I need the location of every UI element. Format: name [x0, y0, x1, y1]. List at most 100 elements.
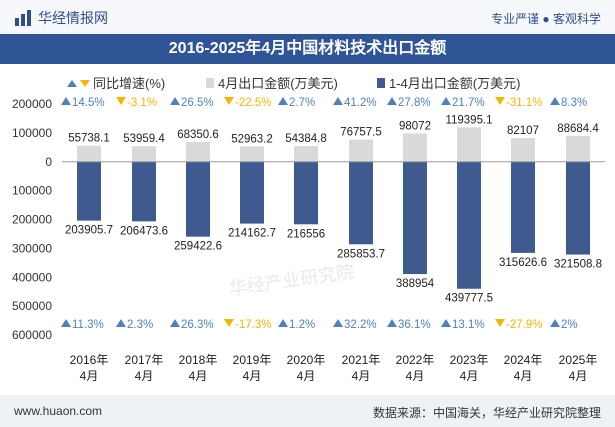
x-tick-label-month: 4月 — [135, 369, 154, 383]
x-tick-label-month: 4月 — [406, 369, 425, 383]
y-tick-label: 0 — [45, 155, 52, 169]
legend-april-swatch — [206, 78, 214, 88]
x-tick-label-year: 2019年 — [233, 353, 272, 367]
x-tick-label-month: 4月 — [297, 369, 316, 383]
growth-jan-apr: 32.2% — [344, 319, 377, 331]
x-tick-label-year: 2025年 — [559, 353, 598, 367]
footer-site: www.huaon.com — [14, 404, 103, 418]
x-tick-label-year: 2021年 — [342, 353, 381, 367]
bar-jan-apr — [240, 161, 264, 224]
data-label-jan-apr: 206473.6 — [120, 225, 168, 237]
arrow-up-icon — [116, 319, 126, 327]
data-label-april: 55738.1 — [68, 133, 110, 145]
data-label-april: 88684.4 — [557, 123, 599, 135]
growth-april: -3.1% — [127, 97, 157, 109]
top-header: 华经情报网 专业严谨 ● 客观科学 — [0, 0, 615, 34]
data-label-jan-apr: 388954 — [396, 278, 435, 290]
growth-april: 26.5% — [181, 97, 214, 109]
arrow-up-icon — [170, 97, 180, 105]
arrow-down-icon — [116, 97, 126, 105]
bar-jan-apr — [294, 161, 318, 225]
data-label-april: 82107 — [507, 125, 539, 137]
growth-april: 27.8% — [398, 97, 431, 109]
legend-growth-label: 同比增速(%) — [93, 76, 165, 91]
x-tick-label-month: 4月 — [189, 369, 208, 383]
arrow-up-icon — [441, 97, 451, 105]
arrow-down-icon — [495, 97, 505, 105]
bar-jan-apr — [403, 161, 427, 275]
data-label-april: 76757.5 — [340, 127, 382, 139]
data-label-april: 68350.6 — [177, 129, 219, 141]
x-tick-label-month: 4月 — [243, 369, 262, 383]
growth-april: -22.5% — [235, 97, 271, 109]
brand-logo-icon — [15, 10, 31, 26]
bar-april — [566, 136, 590, 162]
data-label-jan-apr: 321508.8 — [554, 259, 602, 271]
y-tick-label: 200000 — [12, 213, 52, 227]
x-tick-label-year: 2017年 — [125, 353, 164, 367]
growth-april: 2.7% — [289, 97, 315, 109]
growth-jan-apr: 1.2% — [289, 319, 315, 331]
x-tick-label-month: 4月 — [514, 369, 533, 383]
arrow-up-icon — [61, 319, 71, 327]
x-tick-label-month: 4月 — [569, 369, 588, 383]
data-label-jan-apr: 285853.7 — [337, 248, 385, 260]
growth-april: 14.5% — [72, 97, 105, 109]
footer-source: 数据来源：中国海关，华经产业研究院整理 — [372, 406, 601, 420]
legend-down-icon — [80, 80, 90, 87]
y-tick-label: 100000 — [12, 126, 52, 140]
data-label-april: 53959.4 — [123, 133, 165, 145]
bar-april — [186, 142, 210, 162]
x-tick-label-year: 2018年 — [179, 353, 218, 367]
bar-jan-apr — [186, 161, 210, 237]
y-tick-label: 500000 — [12, 299, 52, 313]
data-label-jan-apr: 216556 — [287, 228, 325, 240]
arrow-up-icon — [550, 319, 560, 327]
bar-april — [132, 146, 156, 162]
title-bar: 2016-2025年4月中国材料技术出口金额 — [0, 34, 615, 64]
bar-april — [240, 146, 264, 162]
data-label-april: 119395.1 — [445, 114, 492, 126]
data-label-jan-apr: 259422.6 — [174, 241, 222, 253]
bar-jan-apr — [511, 161, 535, 253]
data-label-april: 98072 — [399, 120, 431, 132]
bar-jan-apr — [132, 161, 156, 222]
bar-april — [294, 146, 318, 162]
x-tick-label-year: 2023年 — [450, 353, 489, 367]
growth-april: 8.3% — [561, 97, 587, 109]
bar-april — [349, 139, 373, 162]
arrow-up-icon — [333, 97, 343, 105]
x-tick-label-year: 2016年 — [70, 353, 109, 367]
arrow-up-icon — [333, 319, 343, 327]
growth-april: 41.2% — [344, 97, 377, 109]
data-label-jan-apr: 439777.5 — [445, 293, 493, 305]
y-tick-label: 300000 — [12, 241, 52, 255]
arrow-up-icon — [278, 97, 288, 105]
bar-jan-apr — [349, 161, 373, 245]
growth-jan-apr: 13.1% — [452, 319, 485, 331]
footer: www.huaon.com 数据来源：中国海关，华经产业研究院整理 — [0, 395, 615, 427]
growth-jan-apr: 2.3% — [127, 319, 153, 331]
y-tick-label: 600000 — [12, 328, 52, 342]
y-tick-label: 400000 — [12, 270, 52, 284]
growth-jan-apr: 11.3% — [72, 319, 104, 331]
growth-jan-apr: 2% — [561, 319, 578, 331]
x-tick-label-year: 2024年 — [504, 353, 543, 367]
x-tick-label-year: 2022年 — [396, 353, 435, 367]
x-tick-label-year: 2020年 — [287, 353, 326, 367]
growth-april: -31.1% — [506, 97, 542, 109]
y-tick-label: 200000 — [12, 97, 52, 111]
data-label-april: 54384.8 — [285, 133, 327, 145]
growth-april: 21.7% — [452, 97, 485, 109]
brand: 华经情报网 — [14, 8, 108, 28]
bar-april — [511, 138, 535, 162]
legend-up-icon — [67, 80, 77, 87]
arrow-down-icon — [495, 319, 505, 327]
x-tick-label-month: 4月 — [352, 369, 371, 383]
bar-jan-apr — [457, 161, 481, 289]
growth-jan-apr: -17.3% — [235, 319, 271, 331]
arrow-up-icon — [550, 97, 560, 105]
x-tick-label-month: 4月 — [80, 369, 99, 383]
slogan: 专业严谨 ● 客观科学 — [491, 12, 601, 26]
